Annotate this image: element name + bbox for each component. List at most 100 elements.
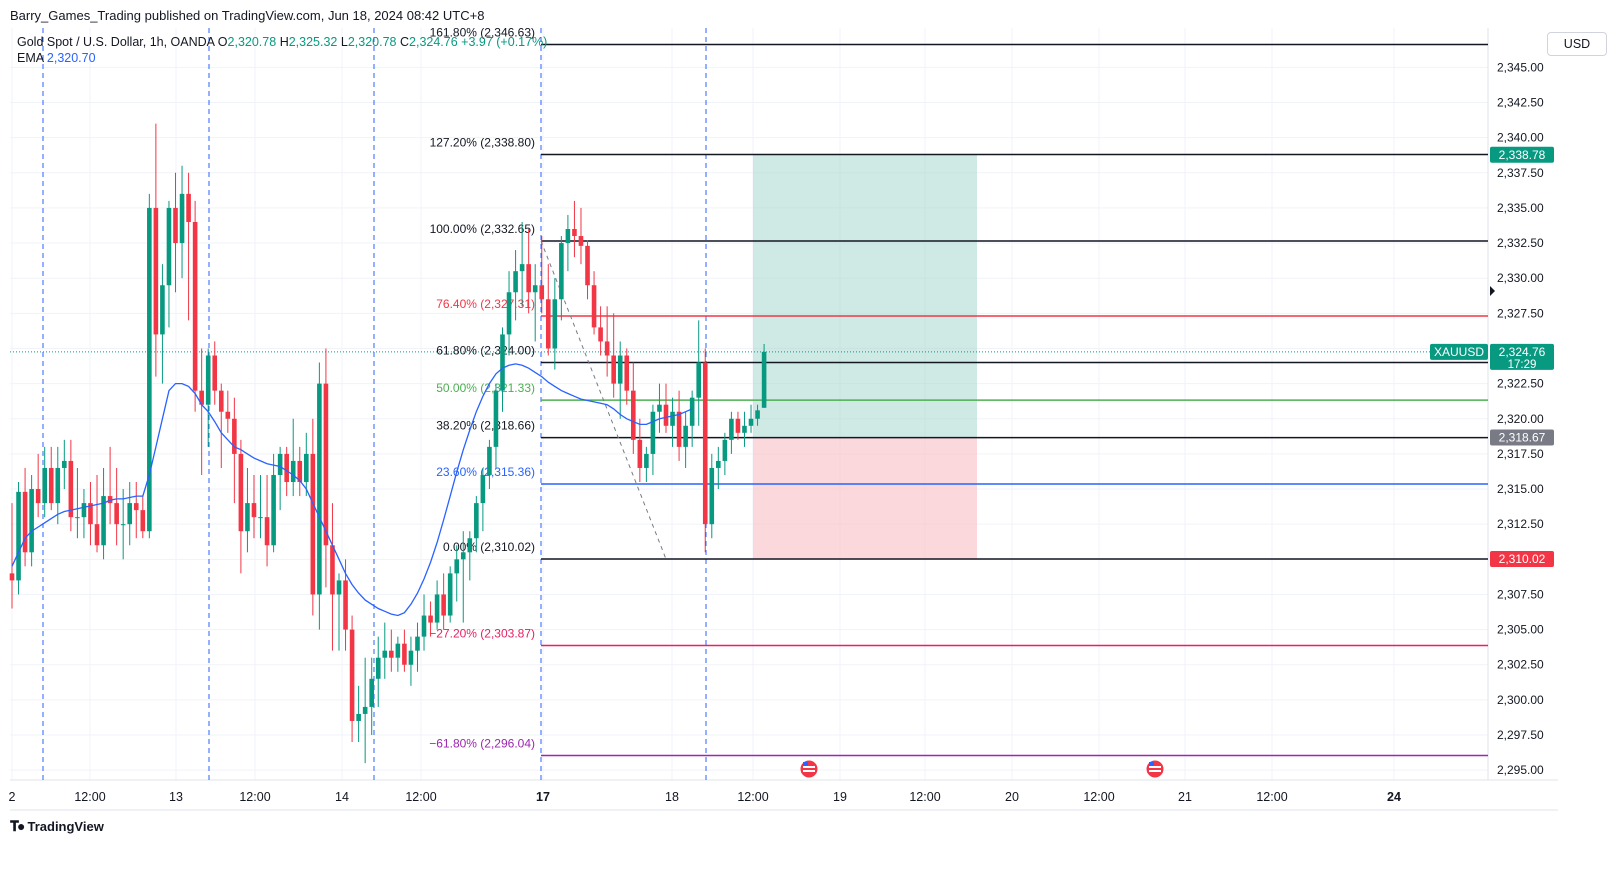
candle-down[interactable] — [35, 489, 41, 504]
candle-down[interactable] — [284, 453, 289, 483]
candle-down[interactable] — [133, 503, 139, 511]
candle-down[interactable] — [225, 411, 231, 419]
candle-up[interactable] — [120, 524, 126, 526]
candle-down[interactable] — [585, 245, 590, 286]
candle-up[interactable] — [559, 243, 564, 300]
candle-up[interactable] — [16, 491, 21, 581]
candle-down[interactable] — [68, 460, 74, 518]
candle-down[interactable] — [572, 229, 577, 237]
candle-down[interactable] — [389, 650, 394, 658]
candle-down[interactable] — [631, 390, 636, 440]
candle-up[interactable] — [761, 351, 767, 408]
currency-selector[interactable]: USD — [1547, 32, 1607, 56]
candle-up[interactable] — [709, 467, 715, 525]
candle-up[interactable] — [336, 580, 342, 595]
candle-up[interactable] — [519, 264, 525, 272]
candle-up[interactable] — [62, 460, 67, 468]
candle-up[interactable] — [696, 362, 701, 398]
candle-up[interactable] — [729, 418, 734, 440]
candle-down[interactable] — [107, 496, 113, 504]
candle-down[interactable] — [591, 285, 597, 328]
candle-down[interactable] — [428, 615, 433, 623]
candle-down[interactable] — [199, 390, 204, 405]
candle-down[interactable] — [212, 355, 218, 391]
tradingview-logo[interactable]: 𝐓● TradingView — [10, 818, 104, 835]
candle-up[interactable] — [42, 467, 47, 504]
candle-down[interactable] — [264, 517, 270, 546]
candle-up[interactable] — [160, 285, 165, 335]
candle-up[interactable] — [683, 425, 688, 447]
candle-up[interactable] — [166, 207, 172, 286]
candle-down[interactable] — [186, 193, 191, 222]
candle-down[interactable] — [735, 418, 741, 433]
candle-up[interactable] — [382, 650, 388, 658]
candle-up[interactable] — [447, 573, 453, 616]
candle-up[interactable] — [617, 355, 623, 384]
stop-zone[interactable] — [753, 437, 977, 560]
candle-up[interactable] — [480, 474, 486, 504]
candle-up[interactable] — [304, 453, 309, 483]
candle-down[interactable] — [238, 453, 244, 532]
candle-up[interactable] — [362, 706, 368, 714]
candle-down[interactable] — [218, 390, 224, 412]
candle-down[interactable] — [402, 643, 407, 665]
candle-down[interactable] — [343, 580, 348, 630]
candle-up[interactable] — [245, 503, 250, 532]
candle-down[interactable] — [94, 524, 100, 546]
candle-up[interactable] — [317, 383, 322, 595]
candle-down[interactable] — [441, 594, 446, 616]
candle-down[interactable] — [611, 355, 616, 384]
candle-up[interactable] — [356, 713, 361, 721]
candle-up[interactable] — [565, 229, 571, 244]
candle-down[interactable] — [114, 503, 119, 525]
candle-up[interactable] — [415, 636, 420, 651]
candle-up[interactable] — [375, 657, 381, 679]
candle-up[interactable] — [290, 460, 296, 483]
candle-up[interactable] — [29, 489, 34, 553]
candle-up[interactable] — [101, 496, 106, 546]
candle-down[interactable] — [578, 236, 584, 246]
candle-up[interactable] — [81, 503, 87, 518]
candle-up[interactable] — [454, 559, 460, 574]
candle-up[interactable] — [434, 594, 440, 623]
target-zone[interactable] — [753, 154, 977, 438]
candle-up[interactable] — [474, 503, 479, 539]
candle-down[interactable] — [676, 411, 682, 447]
candle-up[interactable] — [689, 397, 695, 426]
candle-up[interactable] — [500, 334, 505, 391]
candle-down[interactable] — [297, 460, 303, 483]
candle-up[interactable] — [670, 411, 675, 426]
candle-up[interactable] — [552, 299, 558, 349]
candle-up[interactable] — [258, 517, 263, 519]
candle-up[interactable] — [487, 446, 492, 475]
candle-up[interactable] — [755, 410, 760, 419]
candle-up[interactable] — [395, 643, 401, 658]
candle-down[interactable] — [323, 383, 329, 546]
candle-up[interactable] — [657, 404, 662, 412]
candle-down[interactable] — [539, 285, 545, 300]
candle-up[interactable] — [513, 271, 518, 293]
candle-down[interactable] — [9, 573, 15, 581]
candle-up[interactable] — [467, 538, 473, 553]
candle-down[interactable] — [330, 545, 335, 595]
candle-up[interactable] — [147, 207, 152, 532]
candle-down[interactable] — [192, 221, 198, 391]
candle-up[interactable] — [408, 650, 414, 665]
candle-up[interactable] — [493, 390, 499, 447]
candle-down[interactable] — [526, 264, 531, 293]
candle-down[interactable] — [88, 503, 93, 525]
candle-up[interactable] — [277, 453, 283, 475]
candle-down[interactable] — [545, 299, 551, 349]
candle-down[interactable] — [232, 418, 237, 454]
candle-down[interactable] — [140, 510, 146, 532]
candle-up[interactable] — [742, 425, 747, 433]
candle-down[interactable] — [624, 355, 630, 391]
candle-up[interactable] — [271, 474, 276, 546]
candle-up[interactable] — [716, 460, 721, 468]
candle-down[interactable] — [598, 327, 603, 342]
candle-down[interactable] — [310, 453, 316, 595]
candle-down[interactable] — [153, 207, 159, 335]
candle-up[interactable] — [644, 453, 649, 468]
candle-down[interactable] — [349, 629, 355, 721]
